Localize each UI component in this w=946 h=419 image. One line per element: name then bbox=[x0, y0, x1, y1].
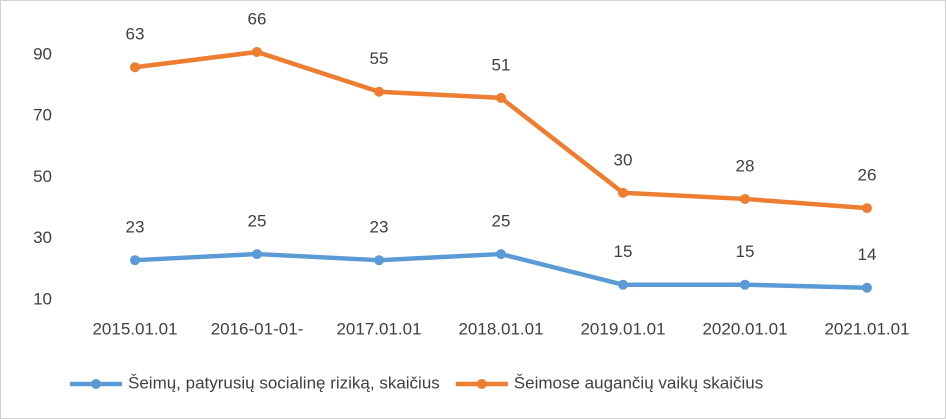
data-label: 55 bbox=[370, 49, 389, 68]
data-label: 15 bbox=[736, 242, 755, 261]
y-tick-label: 10 bbox=[33, 289, 52, 308]
data-label: 26 bbox=[858, 166, 877, 185]
y-tick-label: 30 bbox=[33, 228, 52, 247]
x-tick-label: 2018.01.01 bbox=[458, 319, 543, 338]
data-point bbox=[252, 249, 262, 260]
x-tick-label: 2015.01.01 bbox=[92, 319, 177, 338]
legend-label: Šeimų, patyrusių socialinę riziką, skaič… bbox=[128, 373, 440, 392]
data-point bbox=[496, 92, 506, 103]
data-point bbox=[618, 279, 628, 290]
data-point bbox=[862, 203, 872, 214]
data-point bbox=[496, 249, 506, 260]
data-label: 63 bbox=[126, 25, 145, 44]
y-tick-label: 70 bbox=[33, 106, 52, 125]
data-label: 66 bbox=[248, 9, 267, 28]
x-tick-label: 2019.01.01 bbox=[580, 319, 665, 338]
legend-marker bbox=[476, 379, 487, 389]
x-tick-label: 2016-01-01- bbox=[211, 319, 304, 338]
x-tick-label: 2021.01.01 bbox=[824, 319, 909, 338]
data-label: 25 bbox=[248, 212, 267, 231]
data-point bbox=[130, 62, 140, 73]
data-point bbox=[374, 86, 384, 97]
data-label: 23 bbox=[126, 218, 145, 237]
y-tick-label: 90 bbox=[33, 44, 52, 63]
x-tick-label: 2017.01.01 bbox=[336, 319, 421, 338]
data-point bbox=[252, 46, 262, 57]
data-label: 15 bbox=[614, 242, 633, 261]
x-tick-label: 2020.01.01 bbox=[702, 319, 787, 338]
data-point bbox=[130, 255, 140, 266]
legend-marker bbox=[91, 379, 101, 389]
legend-label: Šeimose augančių vaikų skaičius bbox=[514, 373, 763, 392]
data-point bbox=[618, 187, 628, 198]
data-label: 14 bbox=[858, 245, 877, 264]
data-point bbox=[374, 255, 384, 266]
data-point bbox=[740, 193, 750, 204]
data-label: 25 bbox=[492, 212, 511, 231]
data-label: 23 bbox=[370, 218, 389, 237]
data-label: 30 bbox=[614, 150, 633, 169]
data-label: 51 bbox=[492, 55, 511, 74]
data-point bbox=[740, 279, 750, 290]
y-tick-label: 50 bbox=[33, 167, 52, 186]
data-point bbox=[862, 282, 872, 293]
data-label: 28 bbox=[736, 156, 755, 175]
